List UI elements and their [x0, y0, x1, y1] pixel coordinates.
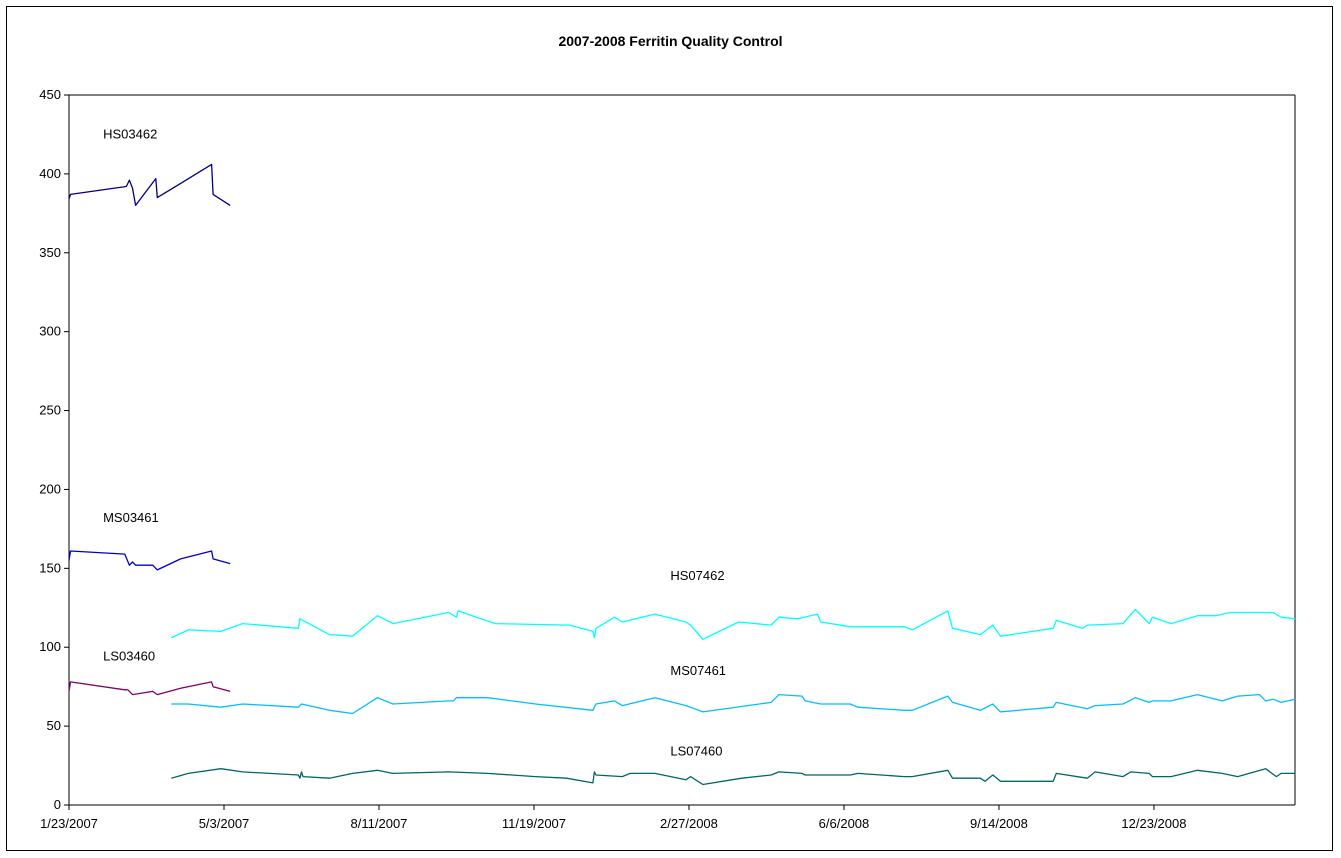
x-tick-label: 8/11/2007 [351, 816, 408, 831]
x-tick-label: 5/3/2007 [199, 816, 250, 831]
x-tick-label: 12/23/2008 [1121, 816, 1186, 831]
y-tick-label: 0 [54, 797, 61, 812]
series-label-ls03460: LS03460 [103, 649, 155, 664]
x-tick-label: 1/23/2007 [40, 816, 98, 831]
series-line-ls03460 [68, 681, 231, 696]
series-line-hs03462 [68, 163, 231, 207]
y-tick-label: 450 [39, 87, 61, 102]
series-line-hs07462 [171, 608, 1296, 640]
y-tick-label: 400 [39, 166, 61, 181]
series-label-hs03462: HS03462 [103, 126, 157, 141]
y-tick-label: 300 [39, 324, 61, 339]
x-tick-label: 9/14/2008 [970, 816, 1028, 831]
x-tick-label: 6/6/2008 [819, 816, 870, 831]
series-label-ms03461: MS03461 [103, 510, 159, 525]
series-label-ls07460: LS07460 [670, 743, 722, 758]
y-tick-label: 250 [39, 403, 61, 418]
x-tick-label: 11/19/2007 [502, 816, 566, 831]
series-line-ms07461 [171, 693, 1296, 715]
x-tick-label: 2/27/2008 [660, 816, 718, 831]
y-tick-label: 150 [39, 560, 61, 575]
chart-title: 2007-2008 Ferritin Quality Control [558, 33, 783, 49]
y-tick-label: 100 [39, 639, 61, 654]
chart-frame [6, 6, 1333, 851]
y-tick-label: 50 [47, 718, 61, 733]
series-label-ms07461: MS07461 [670, 663, 726, 678]
series-line-ls07460 [171, 768, 1295, 786]
series-label-hs07462: HS07462 [670, 568, 724, 583]
y-tick-label: 200 [39, 481, 61, 496]
y-tick-label: 350 [39, 245, 61, 260]
series-line-ms03461 [68, 550, 231, 571]
